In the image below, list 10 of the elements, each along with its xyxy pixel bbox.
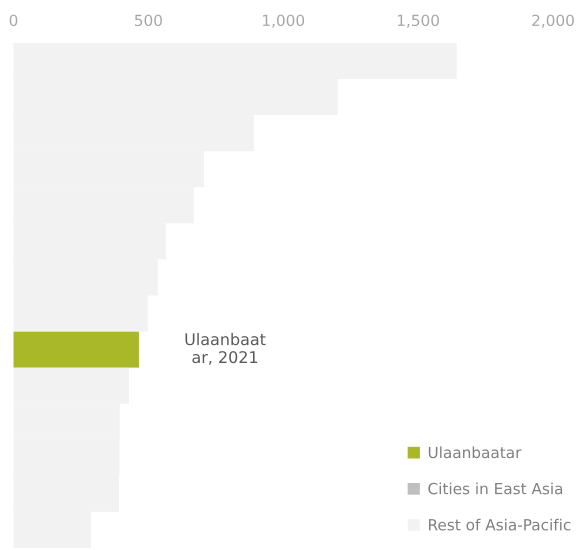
x-tick-label: 1,500	[398, 14, 439, 28]
legend-label: Ulaanbaatar	[428, 446, 522, 458]
x-tick-label: 2,000	[532, 14, 574, 28]
x-tick-label: 1,000	[263, 14, 304, 28]
legend-label: Rest of Asia-Pacific	[429, 518, 570, 531]
x-tick-label: 0	[10, 14, 18, 26]
x-tick-label: 500	[134, 14, 162, 26]
annotation: Ulaanbaat ar, 2021	[186, 332, 266, 365]
bar	[14, 332, 139, 368]
legend-label: Cities in East Asia	[428, 482, 562, 494]
